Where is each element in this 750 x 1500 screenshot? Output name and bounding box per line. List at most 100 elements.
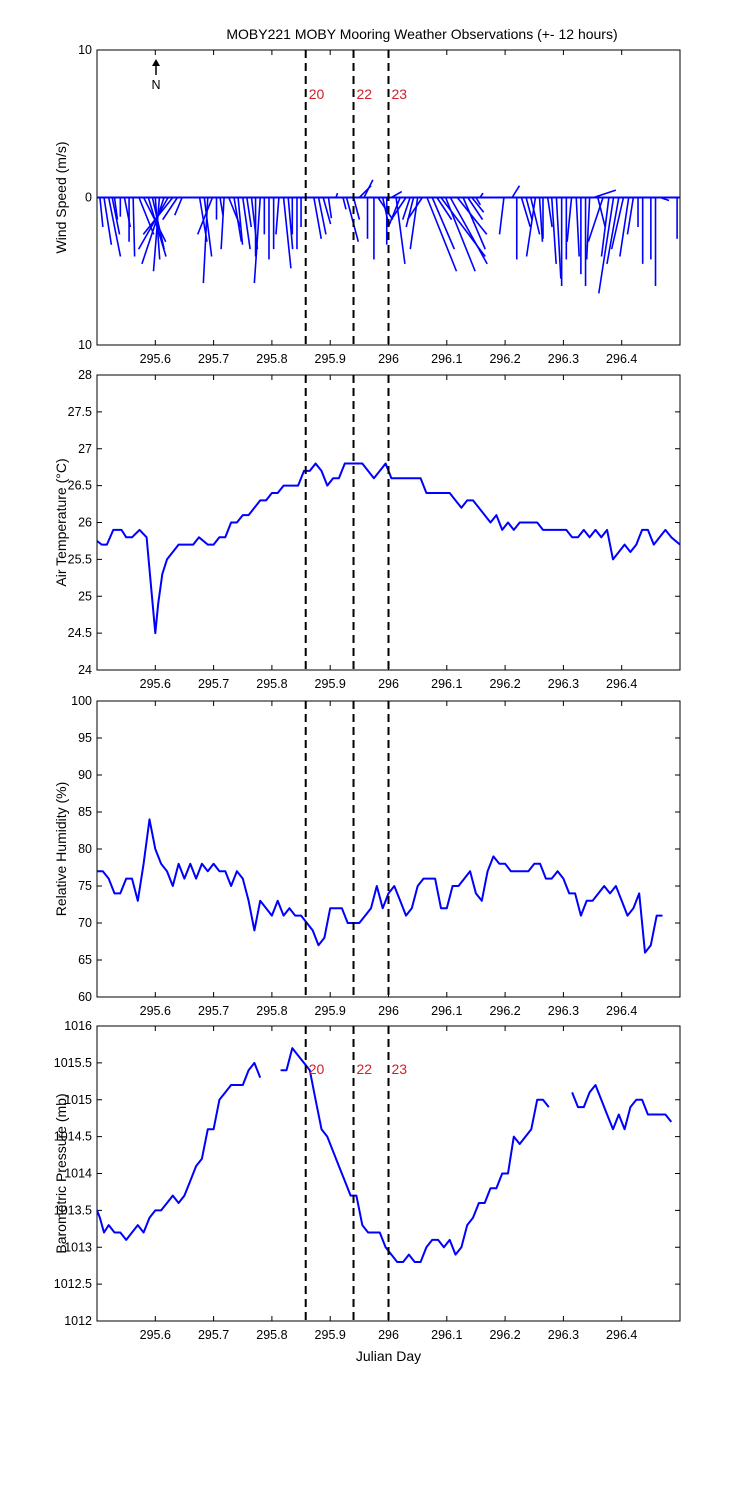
panels-group: 295.6 295.7 295.8 295.9 296 296.1 296.2 296.3 29… bbox=[53, 43, 681, 1364]
figure-title: MOBY221 MOBY Mooring Weather Observation… bbox=[226, 26, 617, 42]
wind-stick bbox=[475, 197, 482, 206]
y-tick-label: 70 bbox=[78, 916, 92, 930]
x-tick-label: 296.2 bbox=[489, 352, 520, 366]
y-tick-label: 75 bbox=[78, 879, 92, 893]
y-tick-label: 80 bbox=[78, 842, 92, 856]
wind-stick bbox=[529, 197, 541, 235]
wind-stick bbox=[587, 197, 604, 243]
wind-stick bbox=[456, 197, 488, 235]
wind-stick bbox=[462, 197, 486, 250]
wind-stick bbox=[391, 190, 403, 199]
pressure-series-line bbox=[571, 1084, 673, 1131]
x-tick-label: 296.2 bbox=[489, 677, 520, 691]
wind-stick bbox=[111, 197, 121, 235]
y-tick-label: 90 bbox=[78, 768, 92, 782]
event-marker-label: 20 bbox=[309, 1061, 325, 1077]
wind-stick bbox=[525, 197, 537, 257]
y-tick-label: 0 bbox=[85, 191, 92, 205]
y-tick-label: 1013.5 bbox=[54, 1203, 92, 1217]
wind-stick bbox=[436, 197, 453, 221]
y-tick-label: 26 bbox=[78, 516, 92, 530]
x-tick-label: 296.3 bbox=[548, 1328, 579, 1342]
wind-stick bbox=[405, 197, 415, 228]
x-tick-label: 295.9 bbox=[315, 1328, 346, 1342]
wind-stick bbox=[444, 197, 476, 272]
x-tick-label: 296.4 bbox=[606, 352, 637, 366]
wind-stick bbox=[275, 197, 280, 235]
x-tick-label: 295.8 bbox=[256, 677, 287, 691]
wind-stick bbox=[479, 192, 484, 198]
wind-stick bbox=[566, 197, 573, 242]
y-tick-label: 1016 bbox=[64, 1019, 92, 1033]
wind-stick bbox=[585, 197, 591, 260]
y-tick-label: 95 bbox=[78, 731, 92, 745]
wind-stick bbox=[352, 197, 361, 220]
x-tick-label: 295.7 bbox=[198, 1328, 229, 1342]
wind-stick bbox=[250, 197, 259, 250]
wind-stick bbox=[107, 197, 122, 257]
y-tick-label: 1014 bbox=[64, 1167, 92, 1181]
x-tick-label: 296.1 bbox=[431, 352, 462, 366]
x-tick-label: 295.6 bbox=[140, 677, 171, 691]
north-arrow-icon bbox=[152, 59, 160, 75]
x-tick-label: 296.1 bbox=[431, 1328, 462, 1342]
y-tick-label: 27 bbox=[78, 442, 92, 456]
wind-stick bbox=[390, 197, 407, 221]
wind-stick bbox=[103, 197, 113, 245]
wind-stick bbox=[511, 185, 521, 198]
wind-stick bbox=[471, 197, 485, 213]
x-tick-label: 295.8 bbox=[256, 352, 287, 366]
x-tick-label: 296 bbox=[378, 1328, 399, 1342]
x-tick-label: 295.9 bbox=[315, 677, 346, 691]
wind-stick bbox=[137, 197, 169, 250]
humidity-panel: 295.6 295.7 295.8 295.9 296 296.1 296.2 296.3 29… bbox=[53, 694, 681, 1018]
wind-stick bbox=[345, 197, 360, 242]
wind-stick bbox=[142, 197, 174, 235]
y-tick-label: 24 bbox=[78, 663, 92, 677]
x-tick-label: 295.7 bbox=[198, 677, 229, 691]
wind-stick bbox=[342, 197, 347, 210]
y-tick-label: 1015 bbox=[64, 1093, 92, 1107]
x-tick-label: 296 bbox=[378, 677, 399, 691]
y-tick-label: 10 bbox=[78, 43, 92, 57]
wind-stick bbox=[597, 197, 615, 294]
y-tick-label: 28 bbox=[78, 368, 92, 382]
x-tick-label: 295.7 bbox=[198, 352, 229, 366]
y-tick-label: 26.5 bbox=[68, 479, 92, 493]
wind-stick bbox=[449, 197, 488, 265]
temperature-series-line bbox=[96, 462, 681, 635]
wind-stick bbox=[196, 197, 214, 235]
temperature-y-axis-label: Air Temperature (°C) bbox=[53, 458, 69, 586]
pressure-series-line bbox=[96, 1061, 262, 1241]
x-tick-label: 296.2 bbox=[489, 1328, 520, 1342]
wind-y-axis-label: Wind Speed (m/s) bbox=[53, 141, 69, 253]
wind-stick bbox=[113, 197, 119, 220]
wind-stick bbox=[387, 197, 401, 228]
event-marker-label: 22 bbox=[357, 1061, 373, 1077]
wind-stick bbox=[546, 197, 553, 228]
wind-stick bbox=[426, 197, 458, 272]
humidity-y-axis-label: Relative Humidity (%) bbox=[53, 782, 69, 917]
wind-stick bbox=[237, 197, 244, 245]
y-tick-label: 1014.5 bbox=[54, 1130, 92, 1144]
x-tick-label: 296.1 bbox=[431, 677, 462, 691]
x-tick-label: 296.4 bbox=[606, 1004, 637, 1018]
y-tick-label: 27.5 bbox=[68, 405, 92, 419]
x-tick-label: 295.9 bbox=[315, 1004, 346, 1018]
wind-stick bbox=[525, 197, 533, 220]
x-tick-label: 295.8 bbox=[256, 1328, 287, 1342]
temperature-panel: 295.6 295.7 295.8 295.9 296 296.1 296.2 296.3 29… bbox=[53, 368, 681, 691]
event-marker-label: 23 bbox=[392, 1061, 408, 1077]
wind-stick bbox=[467, 197, 484, 221]
y-tick-label: 1013 bbox=[64, 1240, 92, 1254]
y-tick-label: 10 bbox=[78, 338, 92, 352]
event-marker-label: 22 bbox=[357, 86, 373, 102]
y-tick-label: 24.5 bbox=[68, 626, 92, 640]
y-tick-label: 1012 bbox=[64, 1314, 92, 1328]
wind-stick bbox=[555, 197, 562, 279]
wind-stick bbox=[626, 197, 635, 235]
pressure-y-axis-label: Barometric Pressure (mb) bbox=[53, 1093, 69, 1253]
y-tick-label: 60 bbox=[78, 990, 92, 1004]
wind-stick bbox=[659, 196, 670, 202]
